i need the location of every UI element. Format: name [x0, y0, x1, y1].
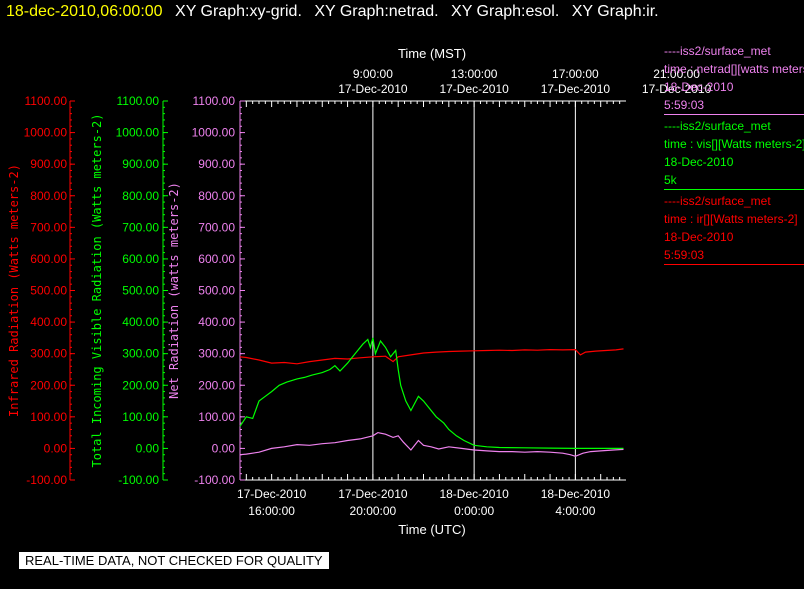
y-tick-label: 600.00	[122, 252, 159, 266]
y-tick-label: 400.00	[30, 315, 67, 329]
y-tick-label: 0.00	[136, 441, 160, 455]
legend-item-vis: ----iss2/surface_met time : vis[][Watts …	[664, 117, 804, 190]
y-tick-label: 500.00	[30, 284, 67, 298]
x-tick-label-time: 4:00:00	[555, 504, 595, 518]
top-tick-label-date: 17-Dec-2010	[642, 82, 712, 96]
graph-title-grid: XY Graph:xy-grid.	[175, 3, 302, 20]
y-tick-label: -100.00	[194, 473, 235, 487]
y-axis-title: Infrared Radiation (Watts meters-2)	[7, 164, 21, 417]
legend-time: 5k	[664, 173, 677, 187]
y-tick-label: 200.00	[122, 378, 159, 392]
y-tick-label: 400.00	[198, 315, 235, 329]
y-tick-label: 1100.00	[193, 94, 236, 108]
x-tick-label-time: 20:00:00	[350, 504, 397, 518]
y-tick-label: 300.00	[122, 347, 159, 361]
y-axis-title: Net Radiation (watts meters-2)	[167, 182, 181, 399]
y-tick-label: 700.00	[198, 220, 235, 234]
y-tick-label: 1000.00	[24, 126, 68, 140]
legend-source: ----iss2/surface_met	[664, 119, 771, 133]
x-tick-label-time: 16:00:00	[248, 504, 295, 518]
graph-title-esol: XY Graph:esol.	[451, 3, 560, 20]
x-axis-title-mst: Time (MST)	[398, 46, 466, 61]
y-tick-label: 800.00	[122, 189, 159, 203]
legend-date: 18-Dec-2010	[664, 155, 734, 169]
y-tick-label: 700.00	[122, 220, 159, 234]
legend-variable: time : netrad[][watts meters-2]	[664, 62, 804, 76]
y-tick-label: 1000.00	[192, 126, 236, 140]
series-line-netrad	[239, 431, 624, 457]
legend-item-netrad: ----iss2/surface_met time : netrad[][wat…	[664, 42, 804, 115]
y-tick-label: 500.00	[198, 284, 235, 298]
y-tick-label: -100.00	[118, 473, 159, 487]
legend-variable: time : vis[][Watts meters-2]	[664, 137, 804, 151]
series-line-ir	[239, 348, 624, 365]
y-tick-label: 200.00	[30, 378, 67, 392]
x-axis-title-utc: Time (UTC)	[398, 522, 465, 537]
x-tick-label-date: 17-Dec-2010	[338, 487, 408, 501]
y-tick-label: 300.00	[198, 347, 235, 361]
y-tick-label: 200.00	[198, 378, 235, 392]
y-tick-label: 800.00	[30, 189, 67, 203]
legend-source: ----iss2/surface_met	[664, 44, 771, 58]
quality-note: REAL-TIME DATA, NOT CHECKED FOR QUALITY	[19, 552, 329, 569]
top-tick-label-time: 13:00:00	[451, 67, 498, 81]
legend-date: 18-Dec-2010	[664, 80, 734, 94]
timestamp: 18-dec-2010,06:00:00	[6, 3, 163, 20]
top-tick-label-date: 17-Dec-2010	[541, 82, 611, 96]
x-tick-label-time: 0:00:00	[454, 504, 494, 518]
y-tick-label: 800.00	[198, 189, 235, 203]
y-tick-label: 600.00	[198, 252, 235, 266]
y-tick-label: 0.00	[212, 441, 236, 455]
top-tick-label-date: 17-Dec-2010	[338, 82, 408, 96]
y-tick-label: 1000.00	[116, 126, 160, 140]
y-tick-label: 100.00	[122, 410, 159, 424]
x-tick-label-date: 17-Dec-2010	[237, 487, 307, 501]
y-tick-label: 1100.00	[25, 94, 68, 108]
y-axis-title: Total Incoming Visible Radiation (Watts …	[90, 113, 104, 467]
legend-time: 5:59:03	[664, 248, 705, 262]
y-tick-label: 900.00	[198, 157, 235, 171]
y-tick-label: 400.00	[122, 315, 159, 329]
y-tick-label: 500.00	[122, 284, 159, 298]
y-tick-label: -100.00	[26, 473, 67, 487]
x-tick-label-date: 18-Dec-2010	[439, 487, 509, 501]
top-tick-label-time: 17:00:00	[552, 67, 599, 81]
y-tick-label: 100.00	[30, 410, 67, 424]
top-tick-label-date: 17-Dec-2010	[439, 82, 509, 96]
y-tick-label: 100.00	[198, 410, 235, 424]
series-line-vis	[239, 337, 624, 449]
y-tick-label: 900.00	[30, 157, 67, 171]
legend-variable: time : ir[][Watts meters-2]	[664, 212, 798, 226]
title-bar: 18-dec-2010,06:00:00 XY Graph:xy-grid. X…	[6, 3, 659, 21]
top-tick-label-time: 21:00:00	[653, 67, 700, 81]
y-tick-label: 700.00	[30, 220, 67, 234]
legend-date: 18-Dec-2010	[664, 230, 734, 244]
y-tick-label: 1100.00	[117, 94, 160, 108]
legend: ----iss2/surface_met time : netrad[][wat…	[664, 42, 804, 267]
legend-time: 5:59:03	[664, 98, 705, 112]
legend-item-ir: ----iss2/surface_met time : ir[][Watts m…	[664, 192, 804, 265]
graph-title-netrad: XY Graph:netrad.	[314, 3, 439, 20]
legend-source: ----iss2/surface_met	[664, 194, 771, 208]
top-tick-label-time: 9:00:00	[353, 67, 393, 81]
x-tick-label-date: 18-Dec-2010	[541, 487, 611, 501]
graph-title-ir: XY Graph:ir.	[571, 3, 659, 20]
y-tick-label: 900.00	[122, 157, 159, 171]
y-tick-label: 300.00	[30, 347, 67, 361]
y-tick-label: 0.00	[44, 441, 68, 455]
y-tick-label: 600.00	[30, 252, 67, 266]
